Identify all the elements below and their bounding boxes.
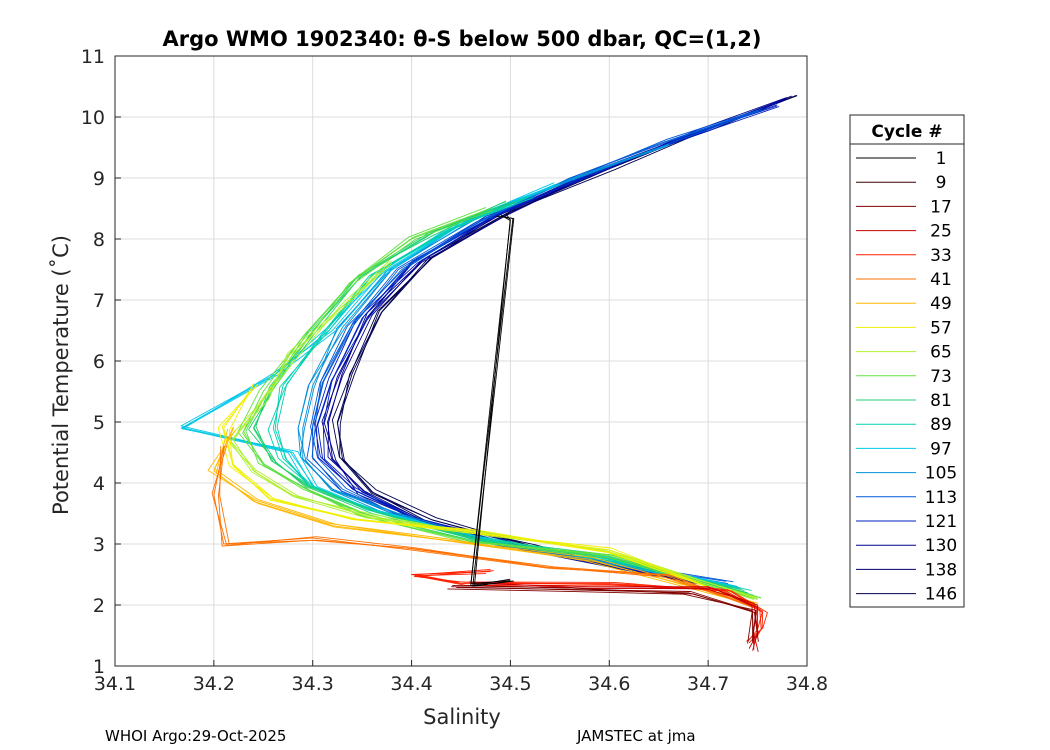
ts-profile-line: [242, 208, 762, 599]
legend-label: 57: [930, 318, 952, 338]
x-tick-label: 34.5: [489, 673, 531, 695]
x-axis-label: Salinity: [423, 705, 501, 729]
x-tick-label: 34.2: [193, 673, 235, 695]
ts-profile-line: [215, 428, 759, 604]
legend-label: 121: [925, 512, 957, 532]
x-tick-label: 34.3: [292, 673, 334, 695]
x-tick-label: 34.6: [588, 673, 630, 695]
x-tick-label: 34.8: [786, 673, 828, 695]
legend-label: 65: [930, 343, 952, 363]
ts-profile-line: [470, 215, 514, 587]
y-axis-label: Potential Temperature (˚C): [49, 235, 73, 515]
y-tick-label: 3: [93, 534, 105, 556]
footer-left: WHOI Argo:29-Oct-2025: [105, 727, 286, 745]
x-tick-label: 34.4: [390, 673, 432, 695]
ts-profile-line: [339, 95, 792, 585]
legend-box: [849, 114, 965, 608]
ts-profile-line: [213, 427, 758, 606]
ts-profile-line: [218, 446, 754, 609]
y-tick-label: 11: [81, 46, 105, 68]
legend-label: 138: [925, 560, 957, 580]
legend-label: 81: [930, 391, 952, 411]
y-tick-label: 6: [93, 351, 105, 373]
y-tick-label: 9: [93, 168, 105, 190]
ts-profile-line: [456, 587, 753, 644]
y-tick-label: 4: [93, 473, 105, 495]
ts-profile-line: [473, 213, 514, 587]
chart-title: Argo WMO 1902340: θ-S below 500 dbar, QC…: [163, 27, 762, 51]
legend-label: 146: [925, 585, 957, 605]
y-tick-label: 8: [93, 229, 105, 251]
y-tick-labels: 1 2 3 4 5 6 7 8 9 10 11: [81, 46, 121, 678]
legend-label: 25: [930, 222, 952, 242]
ts-profile-line: [447, 588, 757, 642]
y-tick-label: 10: [81, 107, 105, 129]
ts-profile-line: [221, 383, 755, 604]
x-tick-label: 34.1: [94, 673, 136, 695]
y-tick-label: 2: [93, 595, 105, 617]
ts-profile-line: [470, 583, 759, 651]
ts-profile-line: [452, 584, 759, 642]
ts-profile-line: [245, 209, 758, 600]
legend-label: 97: [930, 439, 952, 459]
x-tick-label: 34.7: [687, 673, 729, 695]
legend-label: 113: [925, 488, 957, 508]
legend-label: 41: [930, 270, 952, 290]
ts-profile-line: [217, 384, 754, 604]
ts-profile-line: [211, 445, 754, 609]
legend-label: 130: [925, 536, 957, 556]
legend-items: 1 9 17 25 33 41 49 57 65 73 81 89 97 105 113 121 130 138 1…: [856, 149, 957, 605]
ts-curves: [180, 94, 798, 652]
legend-label: 17: [930, 197, 952, 217]
y-tick-label: 7: [93, 290, 105, 312]
footer-right: JAMSTEC at jma: [576, 727, 696, 745]
y-tick-label: 5: [93, 412, 105, 434]
legend-label: 105: [925, 464, 957, 484]
legend-label: 1: [936, 149, 947, 169]
legend-label: 89: [930, 415, 952, 435]
x-tick-labels: 34.1 34.2 34.3 34.4 34.5 34.6 34.7 34.8: [94, 660, 828, 695]
legend-title: Cycle #: [871, 122, 942, 142]
legend-label: 49: [930, 294, 952, 314]
legend-label: 33: [930, 246, 952, 266]
legend-label: 73: [930, 367, 952, 387]
y-tick-label: 1: [93, 656, 105, 678]
legend: Cycle # 1 9 17 25 33 41 49 57 65 73 81 89 97 105 113 12…: [849, 114, 965, 608]
ts-profile-line: [272, 195, 748, 594]
legend-label: 9: [936, 173, 947, 193]
ts-profile-line: [267, 197, 750, 595]
ts-profile-line: [207, 429, 754, 606]
